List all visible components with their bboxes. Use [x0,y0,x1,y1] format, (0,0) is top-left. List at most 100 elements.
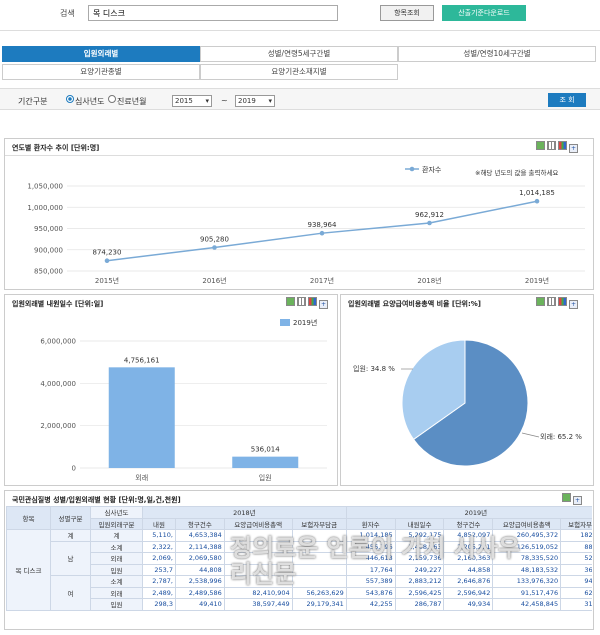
bar [108,367,175,468]
download-criteria-button[interactable]: 산출기준다운로드 [442,5,526,21]
grid-icon[interactable] [547,297,556,306]
cell-value: 4,852,097 [443,529,494,542]
cell-value: 298,3 [142,598,176,611]
cell-value: 2,538,996 [174,575,225,588]
cell-value: 42,458,845 [492,598,562,611]
data-label: 962,912 [415,211,444,219]
chevron-down-icon: ▾ [205,97,209,105]
excel-icon[interactable] [536,297,545,306]
cell-value [291,529,347,542]
sub-year-header: 심사년도 [90,506,143,519]
panel-toolbar: + [560,493,582,505]
cell-value: 5,110, [142,529,176,542]
panel-title: 국민관심질병 성별/입원외래별 현황 [단위:명,일,건,천원] [12,496,181,504]
cell-sex: 여 [50,575,91,611]
grid-icon[interactable] [297,297,306,306]
search-input[interactable] [88,5,338,21]
cell-value: 78,335,520 [492,552,562,565]
cell-value: 2,787, [142,575,176,588]
x-tick-label: 외래 [135,473,148,482]
expand-icon[interactable]: + [569,144,578,153]
cell-sex: 남 [50,540,91,576]
bar-chart: 2019년 6,000,000 4,000,000 2,000,000 0 4,756,… [40,318,327,482]
bar-value-label: 536,014 [251,446,280,454]
cell-value: 48,183,532 [492,563,562,576]
panel-title: 입원외래별 내원일수 [단위:일] [12,300,104,308]
y-tick-label: 900,000 [34,246,63,254]
pie-label-inpatient: 입원: 34.8 % [353,364,395,373]
cell-value: 182,57 [560,529,592,542]
cell-value: 44,858 [443,563,494,576]
pie-slice [401,339,466,441]
bar-chart-icon[interactable] [308,297,317,306]
grid-icon[interactable] [547,141,556,150]
cell-visit-type: 입원 [90,563,143,576]
cell-value: 456,796 [345,540,396,553]
excel-icon[interactable] [562,493,571,502]
radio-treatment-month[interactable] [108,95,116,103]
tab-sex-age5[interactable]: 성별/연령5세구간별 [200,46,398,62]
query-button[interactable]: 조 회 [548,93,586,107]
data-point [534,198,540,204]
table-row: 외래 2,489, 2,489,586 82,410,904 56,263,629 543… [7,586,592,599]
radio-review-year[interactable] [66,95,74,103]
chevron-down-icon: ▾ [268,97,272,105]
table-wrapper: 항목 성별구분 심사년도 2018년 2019년 입원외래구분 내원 청구건수 요양… [6,506,592,624]
table-row: 여 소계 2,787, 2,538,996 557,389 2,883,212 2,646,… [7,575,592,611]
bar-chart-icon[interactable] [558,141,567,150]
x-tick-label: 2017년 [310,276,334,285]
table-row: 남 소계 2,322, 2,114,388 456,796 2,408,963 2,205,… [7,540,592,576]
cell-visit-type: 계 [90,529,143,542]
cell-value: 2,114,388 [174,540,225,553]
cell-value: 260,495,372 [492,529,562,542]
x-tick-label: 2018년 [417,276,441,285]
tab-inpatient-outpatient[interactable]: 입원외래별 [2,46,200,62]
chart-note: ※해당 년도의 값을 출력하세요 [475,168,558,177]
year-to-select[interactable]: 2019 ▾ [235,95,275,107]
watermark: 정의로운 언론이 가치 시사우리신문 [230,534,521,588]
expand-icon[interactable]: + [319,300,328,309]
pie-chart: 입원: 34.8 % 외래: 65.2 % [353,339,582,467]
cell-value: 56,263,629 [291,586,347,599]
col-header-2018: 2018년 [142,506,347,519]
year-from-select[interactable]: 2015 ▾ [172,95,212,107]
cell-value: 4,653,384 [174,529,225,542]
cell-value: 36,18 [560,563,592,576]
cell-value: 2,160,363 [443,552,494,565]
pie-label-outpatient: 외래: 65.2 % [540,432,582,441]
panel-title: 입원외래별 요양급여비용총액 비율 [단위:%] [348,300,482,308]
status-table: 항목 성별구분 심사년도 2018년 2019년 입원외래구분 내원 청구건수 요양… [6,506,592,611]
excel-icon[interactable] [536,141,545,150]
tab-institution-location[interactable]: 요양기관소재지별 [200,64,398,80]
cell-value: 2,489, [142,586,176,599]
cell-value [291,575,347,588]
bar-chart-icon[interactable] [558,297,567,306]
cell-visit-type: 소계 [90,575,143,588]
cell-value: 2,489,586 [174,586,225,599]
x-tick-label: 2015년 [95,276,119,285]
cell-value: 49,410 [174,598,225,611]
cell-sex: 계 [50,529,91,542]
legend-label: 2019년 [293,318,317,327]
search-button[interactable]: 항목조회 [380,5,434,21]
expand-icon[interactable]: + [573,496,582,505]
cell-value: 2,205,221 [443,540,494,553]
excel-icon[interactable] [286,297,295,306]
data-label: 905,280 [200,236,229,244]
panel-patient-trend [4,138,594,290]
expand-icon[interactable]: + [569,300,578,309]
x-tick-label: 입원 [259,473,272,482]
radio-review-year-label: 심사년도 [75,97,105,106]
cell-value: 94,29 [560,575,592,588]
bar-value-label: 4,756,161 [124,356,160,364]
cell-value: 44,808 [174,563,225,576]
pie-label-leader [521,432,540,438]
cell-value: 2,883,212 [394,575,445,588]
y-tick-label: 1,050,000 [27,183,63,191]
tab-institution-type[interactable]: 요양기관종별 [2,64,200,80]
y-tick-label: 6,000,000 [40,338,76,346]
tab-sex-age10[interactable]: 성별/연령10세구간별 [398,46,596,62]
panel-toolbar: + [284,297,328,309]
panel-toolbar: + [534,297,578,309]
col-header: 내원일수 [394,517,445,530]
